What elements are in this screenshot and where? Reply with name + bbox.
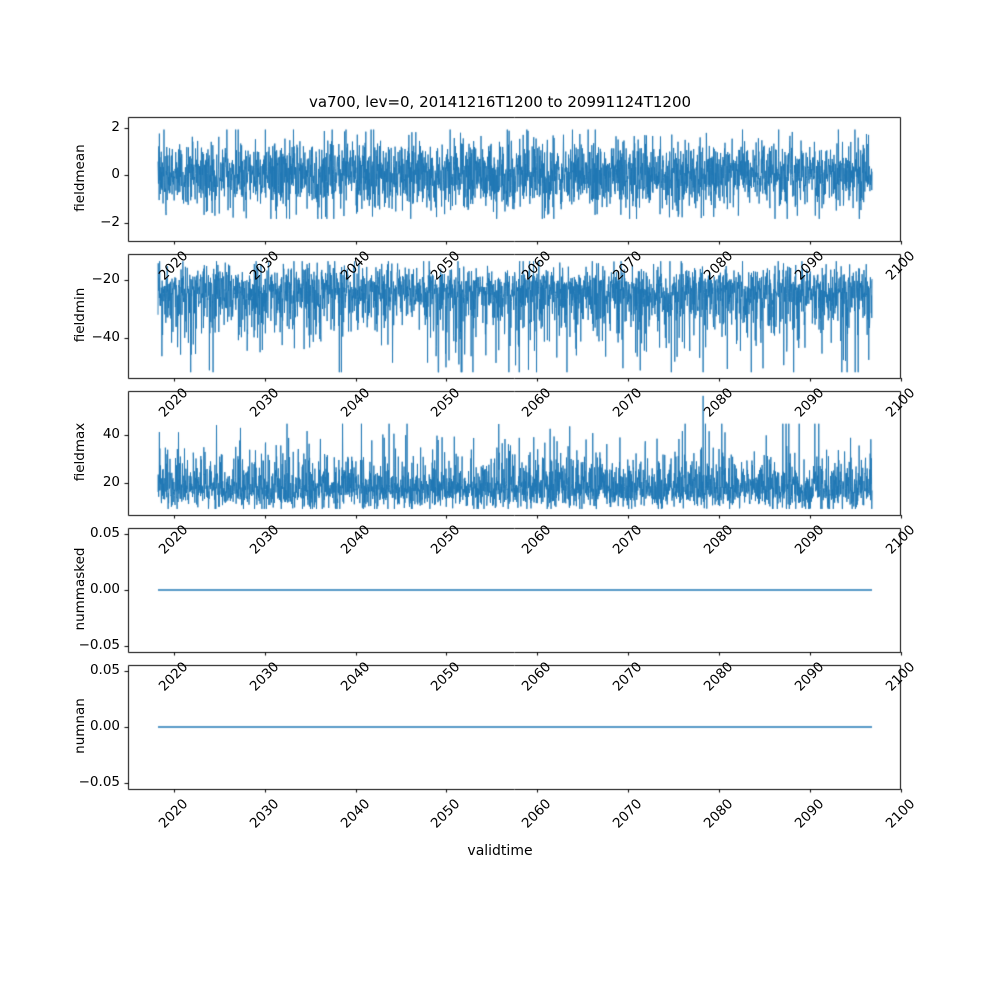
plot-canvas [0,0,1000,1000]
matplotlib-figure: va700, lev=0, 20141216T1200 to 20991124T… [0,0,1000,1000]
